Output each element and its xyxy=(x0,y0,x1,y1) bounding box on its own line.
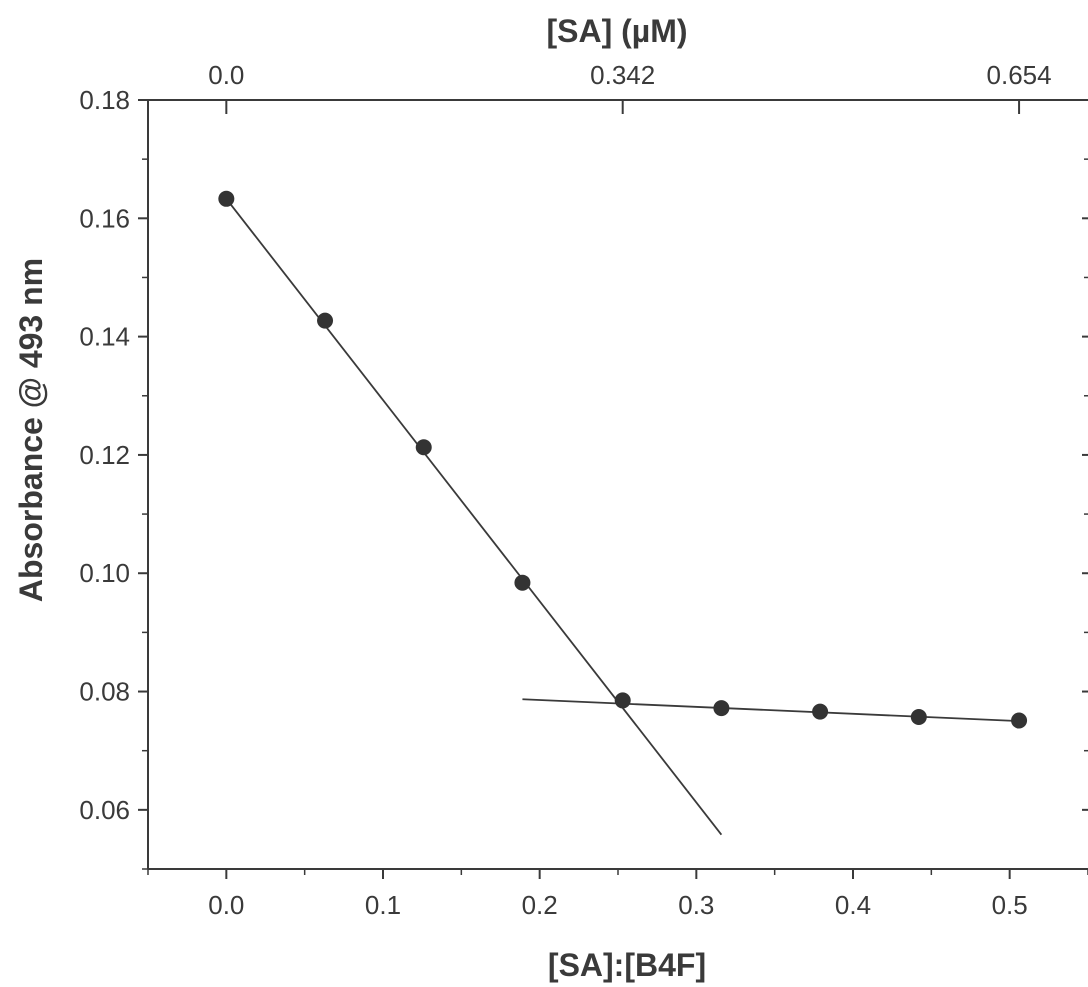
y-tick-label: 0.16 xyxy=(79,203,130,233)
data-point xyxy=(910,708,927,725)
x-tick-label: 0.1 xyxy=(365,890,401,920)
data-points xyxy=(218,190,1028,729)
fit-lines xyxy=(225,198,1020,836)
fit-line xyxy=(225,198,723,836)
top-axis-title: [SA] (µM) xyxy=(546,13,687,49)
data-point xyxy=(1011,712,1028,729)
y-tick-label: 0.12 xyxy=(79,440,130,470)
x-tick-label: 0.2 xyxy=(522,890,558,920)
x-tick-label: 0.3 xyxy=(678,890,714,920)
y-axis-title: Absorbance @ 493 nm xyxy=(13,258,49,602)
y-axis-ticks: 0.06 0.08 0.10 0.12 0.14 0.16 0.18 xyxy=(79,85,1088,870)
data-point xyxy=(218,190,235,207)
fit-line xyxy=(522,698,1020,723)
data-point xyxy=(415,439,432,456)
x-tick-label: 0.4 xyxy=(835,890,871,920)
y-tick-label: 0.10 xyxy=(79,558,130,588)
top-tick-label: 0.342 xyxy=(590,60,655,90)
y-tick-label: 0.08 xyxy=(79,677,130,707)
y-tick-label: 0.18 xyxy=(79,85,130,115)
top-axis-ticks: 0.0 0.342 0.654 xyxy=(208,60,1052,114)
x-axis-title: [SA]:[B4F] xyxy=(548,947,706,983)
data-point xyxy=(614,692,631,709)
data-point xyxy=(317,312,334,329)
x-axis-ticks: 0.0 0.1 0.2 0.3 0.4 0.5 xyxy=(147,869,1088,920)
data-point xyxy=(812,703,829,720)
x-tick-label: 0.5 xyxy=(992,890,1028,920)
y-tick-label: 0.06 xyxy=(79,795,130,825)
data-point xyxy=(713,700,730,717)
x-tick-label: 0.0 xyxy=(208,890,244,920)
top-tick-label: 0.654 xyxy=(987,60,1052,90)
plot-frame xyxy=(147,99,1088,870)
top-tick-label: 0.0 xyxy=(208,60,244,90)
data-point xyxy=(514,574,531,591)
y-tick-label: 0.14 xyxy=(79,322,130,352)
